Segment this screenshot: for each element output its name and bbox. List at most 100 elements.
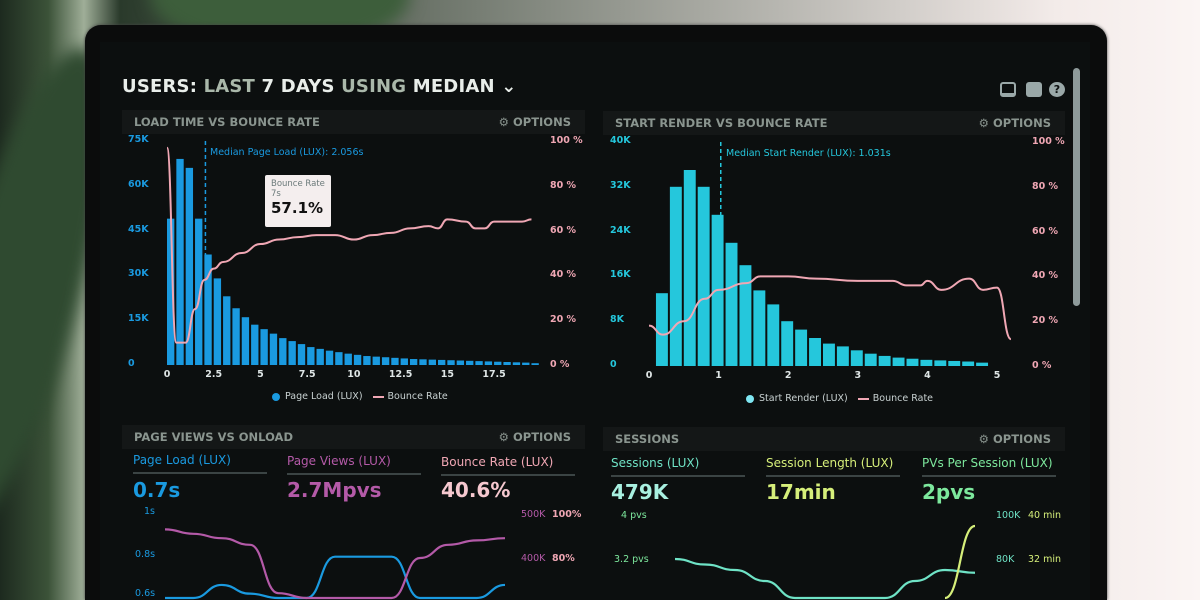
title-range: 7 DAYS <box>261 76 335 97</box>
title-users: USERS: <box>122 76 198 97</box>
histogram-bar <box>809 338 821 366</box>
y-tick: 60K <box>128 178 149 190</box>
histogram-bar <box>223 296 231 365</box>
title-median: MEDIAN <box>412 76 495 97</box>
dashboard-screen: USERS: LAST 7 DAYS USING MEDIAN ⌄ ? LOAD… <box>100 42 1090 600</box>
histogram-bar <box>466 360 474 365</box>
share-icon[interactable] <box>1026 82 1042 97</box>
histogram-bar <box>438 359 446 365</box>
x-tick: 12.5 <box>388 369 413 380</box>
y2-tick: 100K <box>996 510 1021 521</box>
options-button[interactable]: ⚙ OPTIONS <box>978 432 1051 446</box>
bounce-rate-line <box>166 146 532 344</box>
legend-item[interactable]: Page Load (LUX) <box>285 391 363 402</box>
histogram-bar <box>522 362 530 365</box>
histogram-bar <box>400 358 408 365</box>
histogram-bar <box>316 348 324 365</box>
histogram-bar <box>892 357 905 366</box>
y-tick: 0 <box>610 359 617 370</box>
panel-title: SESSIONS <box>615 432 680 446</box>
median-label: Median Start Render (LUX): 1.031s <box>726 148 891 159</box>
histogram-bar <box>381 357 390 365</box>
x-tick: 2.5 <box>205 369 223 380</box>
tooltip: Bounce Rate 7s 57.1% <box>265 175 331 227</box>
scrollbar[interactable] <box>1073 68 1080 306</box>
y-tick: 32K <box>610 179 631 191</box>
histogram-bar <box>753 290 766 366</box>
y2-tick: 0 % <box>1032 360 1052 371</box>
histogram-bar <box>288 341 296 365</box>
x-tick: 2 <box>784 370 792 381</box>
legend-load-time: Page Load (LUX) Bounce Rate <box>272 391 448 402</box>
help-icon[interactable]: ? <box>1049 82 1065 97</box>
histogram-bar <box>204 254 212 365</box>
y2-tick: 80 % <box>1032 180 1059 192</box>
x-tick: 4 <box>924 370 931 381</box>
histogram-bar <box>279 338 287 365</box>
y-tick: 0.6s <box>135 588 156 599</box>
chevron-down-icon[interactable]: ⌄ <box>501 76 517 97</box>
legend-item[interactable]: Bounce Rate <box>387 391 448 402</box>
histogram-bar <box>823 343 835 366</box>
charts-canvas <box>164 141 1012 600</box>
kpi-label: Bounce Rate (LUX) <box>441 455 575 476</box>
histogram-bar <box>836 346 849 366</box>
y-tick: 3.2 pvs <box>614 554 649 565</box>
y2-tick: 80 % <box>550 179 577 191</box>
y2-tick: 40 min <box>1028 510 1062 521</box>
y2-tick: 20 % <box>1032 315 1059 327</box>
legend-item[interactable]: Start Render (LUX) <box>759 393 848 404</box>
y2-tick: 100% <box>552 509 582 520</box>
y-tick: 0 <box>128 358 135 369</box>
options-label: OPTIONS <box>512 115 571 129</box>
legend-line <box>857 397 869 400</box>
y2-tick: 0 % <box>550 359 570 370</box>
x-tick: 0 <box>163 369 171 380</box>
histogram-bar <box>864 353 877 366</box>
options-button[interactable]: ⚙ OPTIONS <box>498 115 571 129</box>
kpi-value: 479K <box>611 480 669 504</box>
kpi-label: Page Load (LUX) <box>133 453 267 474</box>
options-button[interactable]: ⚙ OPTIONS <box>498 430 571 444</box>
histogram-bar <box>185 167 194 365</box>
legend-item[interactable]: Bounce Rate <box>872 393 934 404</box>
x-tick: 0 <box>645 370 653 381</box>
panel-title: PAGE VIEWS VS ONLOAD <box>134 430 293 444</box>
histogram-bar <box>503 362 511 365</box>
y2-tick: 60 % <box>1032 225 1059 237</box>
histogram-bar <box>920 359 933 366</box>
x-tick: 5 <box>993 370 1001 381</box>
kpi-value: 0.7s <box>133 478 181 502</box>
histogram-bar <box>906 358 919 366</box>
histogram-bar <box>878 355 891 366</box>
kpi-label: Session Length (LUX) <box>766 456 900 477</box>
panel-title: LOAD TIME VS BOUNCE RATE <box>134 115 320 129</box>
histogram-bar <box>213 278 222 365</box>
histogram-bar <box>232 308 240 365</box>
histogram-bar <box>669 186 682 366</box>
histogram-bar <box>428 359 437 365</box>
monitor-icon[interactable] <box>1000 82 1016 97</box>
tooltip-label: Bounce Rate <box>271 179 325 189</box>
options-label: OPTIONS <box>992 116 1051 130</box>
histogram-bar <box>531 363 539 365</box>
series-line <box>944 524 976 600</box>
y-tick: 0.8s <box>135 549 156 560</box>
histogram-bar <box>335 352 343 365</box>
y2-tick: 80K <box>996 554 1015 565</box>
histogram-bar <box>795 329 808 366</box>
options-button[interactable]: ⚙ OPTIONS <box>978 116 1051 130</box>
y2-tick: 60 % <box>550 224 577 236</box>
y-tick: 15K <box>128 313 149 325</box>
legend-dot <box>746 394 754 403</box>
panel-header-page-views: PAGE VIEWS VS ONLOAD ⚙ OPTIONS <box>122 425 585 449</box>
kpi-label: Sessions (LUX) <box>611 456 745 477</box>
x-tick: 10 <box>347 369 361 380</box>
y-tick: 24K <box>610 224 631 236</box>
histogram-bar <box>447 360 455 365</box>
histogram-bar <box>655 293 668 366</box>
title-using: USING <box>341 76 407 97</box>
histogram-bar <box>725 242 738 366</box>
page-title[interactable]: USERS: LAST 7 DAYS USING MEDIAN ⌄ <box>122 76 517 97</box>
histogram-bar <box>344 353 352 365</box>
